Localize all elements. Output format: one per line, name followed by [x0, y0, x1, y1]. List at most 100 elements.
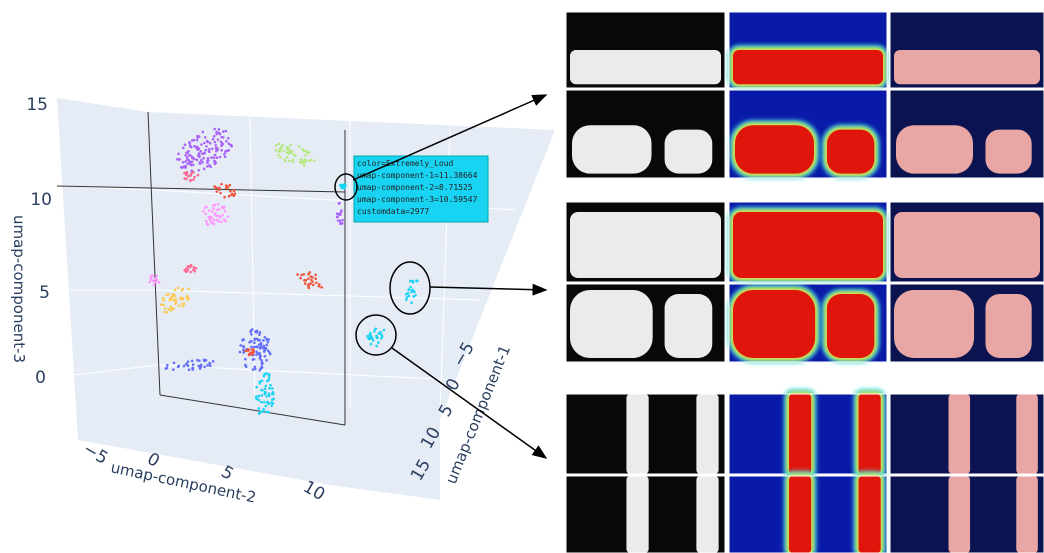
cluster-point: [311, 280, 314, 283]
figure: 15 10 5 0 umap-component-3 −5 0 5 10 uma…: [0, 0, 1044, 553]
cluster-point: [193, 145, 196, 148]
cluster-point: [191, 161, 194, 164]
cluster-point: [239, 344, 242, 347]
cluster-point: [261, 361, 264, 364]
cluster-point: [406, 296, 409, 299]
cluster-point: [290, 144, 293, 147]
cluster-point: [166, 311, 169, 314]
cluster-point: [271, 387, 274, 390]
blob: [665, 130, 713, 174]
blob: [789, 476, 811, 553]
cluster-point: [308, 271, 311, 274]
cluster-point: [171, 307, 174, 310]
cluster-point: [213, 128, 216, 131]
cluster-point: [202, 157, 205, 160]
cluster-point: [254, 366, 257, 369]
cluster-point: [313, 159, 316, 162]
cluster-point: [258, 395, 261, 398]
cluster-point: [174, 289, 177, 292]
cluster-point: [271, 392, 274, 395]
cluster-point: [203, 366, 206, 369]
cluster-point: [171, 293, 174, 296]
cluster-point: [205, 220, 208, 223]
cluster-point: [158, 281, 161, 284]
cluster-point: [172, 368, 175, 371]
cluster-point: [205, 212, 208, 215]
cluster-point: [223, 196, 226, 199]
cluster-point: [165, 367, 168, 370]
cluster-point: [261, 380, 264, 383]
cluster-point: [408, 295, 411, 298]
back-wall: [57, 98, 160, 440]
tick-label: 10: [30, 190, 52, 210]
cluster-point: [185, 171, 188, 174]
cluster-point: [177, 287, 180, 290]
cluster-point: [212, 360, 215, 363]
cluster-point: [178, 304, 181, 307]
cluster-point: [267, 373, 270, 376]
tooltip-line: customdata=2977: [357, 207, 429, 216]
blob: [626, 476, 648, 553]
cluster-point: [255, 331, 258, 334]
cluster-point: [255, 395, 258, 398]
blob: [696, 476, 718, 553]
cluster-point: [153, 283, 156, 286]
cluster-point: [214, 187, 217, 190]
cluster-point: [264, 405, 267, 408]
cluster-point: [262, 408, 265, 411]
cluster-point: [376, 337, 379, 340]
cluster-point: [206, 364, 209, 367]
cluster-point: [416, 280, 419, 283]
cluster-point: [189, 174, 192, 177]
cluster-point: [302, 273, 305, 276]
blob: [894, 212, 1040, 278]
cluster-point: [275, 149, 278, 152]
cluster-point: [189, 265, 192, 268]
cluster-point: [314, 274, 317, 277]
cluster-point: [215, 150, 218, 153]
cluster-point: [255, 346, 258, 349]
blob: [570, 212, 721, 278]
blob: [570, 290, 653, 358]
cluster-point: [254, 368, 257, 371]
cluster-point: [268, 351, 271, 354]
cluster-point: [336, 212, 339, 215]
cluster-point: [264, 391, 267, 394]
cluster-point: [167, 308, 170, 311]
cluster-point: [209, 365, 212, 368]
cluster-point: [265, 347, 268, 350]
cluster-point: [283, 158, 286, 161]
cluster-point: [375, 345, 378, 348]
cluster-point: [265, 372, 268, 375]
cluster-point: [239, 351, 242, 354]
cluster-point: [177, 153, 180, 156]
cluster-point: [257, 399, 260, 402]
cluster-point: [191, 360, 194, 363]
cluster-point: [258, 382, 261, 385]
cluster-point: [263, 375, 266, 378]
cluster-point: [292, 158, 295, 161]
cluster-point: [267, 403, 270, 406]
cluster-point: [278, 143, 281, 146]
cluster-point: [264, 355, 267, 358]
cluster-point: [218, 208, 221, 211]
cluster-point: [250, 333, 253, 336]
blob: [733, 290, 815, 358]
blob: [859, 476, 881, 553]
tooltip-line: color=Extremely_Loud: [357, 159, 454, 168]
cluster-point: [370, 343, 373, 346]
cluster-point: [409, 286, 412, 289]
cluster-point: [279, 149, 282, 152]
cluster-point: [216, 147, 219, 150]
cluster-point: [215, 190, 218, 193]
cluster-point: [199, 150, 202, 153]
cluster-point: [206, 222, 209, 225]
cluster-point: [189, 154, 192, 157]
cluster-point: [263, 350, 266, 353]
cluster-point: [258, 333, 261, 336]
cluster-point: [304, 154, 307, 157]
cluster-point: [225, 187, 228, 190]
cluster-point: [195, 267, 198, 270]
cluster-point: [251, 353, 254, 356]
cluster-point: [148, 281, 151, 284]
